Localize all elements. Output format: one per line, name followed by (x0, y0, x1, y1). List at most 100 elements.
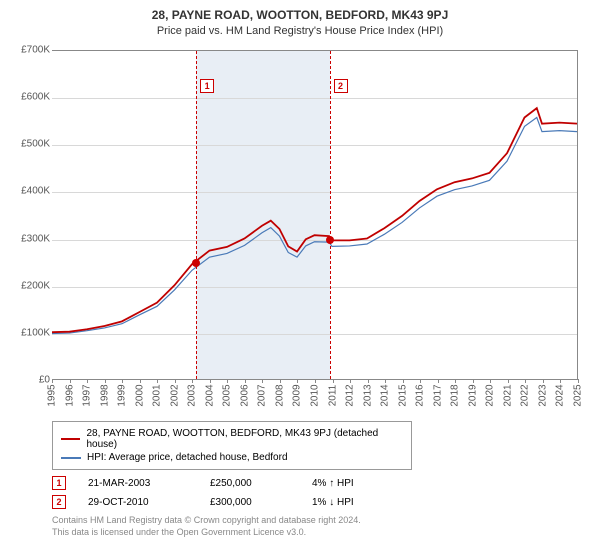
x-tick (280, 379, 281, 383)
event-delta: 1% ↓ HPI (312, 497, 354, 508)
event-row: 1 21-MAR-2003 £250,000 4% ↑ HPI (52, 476, 588, 490)
marker-dot (326, 236, 334, 244)
x-axis-label: 2009 (292, 384, 303, 406)
x-axis-label: 2020 (485, 384, 496, 406)
marker-line (330, 51, 331, 379)
y-axis-label: £200K (12, 280, 50, 291)
event-delta: 4% ↑ HPI (312, 478, 354, 489)
x-axis-label: 2018 (450, 384, 461, 406)
legend: 28, PAYNE ROAD, WOOTTON, BEDFORD, MK43 9… (52, 421, 412, 470)
x-tick (490, 379, 491, 383)
x-axis-label: 2011 (327, 385, 338, 407)
marker-label: 2 (334, 79, 348, 93)
marker-dot (192, 259, 200, 267)
x-axis-label: 2025 (573, 384, 584, 406)
x-tick (385, 379, 386, 383)
event-row: 2 29-OCT-2010 £300,000 1% ↓ HPI (52, 495, 588, 509)
x-axis-label: 2022 (520, 384, 531, 406)
x-tick (560, 379, 561, 383)
x-tick (420, 379, 421, 383)
event-price: £300,000 (210, 497, 290, 508)
x-tick (333, 379, 334, 383)
x-axis-label: 2001 (152, 384, 163, 406)
x-axis-label: 2021 (502, 384, 513, 406)
x-axis-label: 2003 (187, 384, 198, 406)
line-chart-svg (52, 51, 577, 379)
event-list: 1 21-MAR-2003 £250,000 4% ↑ HPI 2 29-OCT-2010… (52, 476, 588, 509)
event-date: 21-MAR-2003 (88, 478, 188, 489)
event-marker-box: 1 (52, 476, 66, 490)
x-tick (175, 379, 176, 383)
x-tick (140, 379, 141, 383)
x-tick (210, 379, 211, 383)
x-tick (350, 379, 351, 383)
x-tick (543, 379, 544, 383)
event-marker-box: 2 (52, 495, 66, 509)
x-axis-label: 2023 (537, 384, 548, 406)
series-blue (52, 117, 577, 333)
x-axis-label: 2014 (380, 384, 391, 406)
x-tick (105, 379, 106, 383)
y-axis-label: £400K (12, 186, 50, 197)
x-axis-label: 2008 (274, 384, 285, 406)
event-date: 29-OCT-2010 (88, 497, 188, 508)
x-axis-label: 1996 (64, 384, 75, 406)
x-axis-label: 2010 (310, 384, 321, 406)
legend-swatch (61, 438, 80, 440)
legend-label: HPI: Average price, detached house, Bedf… (87, 452, 288, 463)
x-tick (368, 379, 369, 383)
legend-item: HPI: Average price, detached house, Bedf… (61, 452, 403, 463)
x-axis-label: 2016 (415, 384, 426, 406)
y-axis-label: £100K (12, 327, 50, 338)
x-axis-label: 2005 (222, 384, 233, 406)
y-axis-label: £600K (12, 92, 50, 103)
x-axis-label: 2015 (397, 384, 408, 406)
x-tick (578, 379, 579, 383)
x-axis-label: 1998 (99, 384, 110, 406)
x-tick (403, 379, 404, 383)
y-axis-label: £0 (12, 375, 50, 386)
marker-line (196, 51, 197, 379)
x-axis-label: 2013 (362, 384, 373, 406)
x-tick (87, 379, 88, 383)
y-axis-label: £700K (12, 45, 50, 56)
event-price: £250,000 (210, 478, 290, 489)
x-tick (157, 379, 158, 383)
y-axis-label: £300K (12, 233, 50, 244)
chart-title: 28, PAYNE ROAD, WOOTTON, BEDFORD, MK43 9… (12, 8, 588, 22)
legend-item: 28, PAYNE ROAD, WOOTTON, BEDFORD, MK43 9… (61, 428, 403, 450)
x-axis-label: 2000 (134, 384, 145, 406)
x-tick (262, 379, 263, 383)
x-tick (473, 379, 474, 383)
x-tick (245, 379, 246, 383)
x-axis-label: 1999 (117, 384, 128, 406)
x-tick (70, 379, 71, 383)
chart-subtitle: Price paid vs. HM Land Registry's House … (12, 25, 588, 37)
x-tick (297, 379, 298, 383)
plot-region: 12 (52, 50, 578, 380)
chart-container: 28, PAYNE ROAD, WOOTTON, BEDFORD, MK43 9… (0, 0, 600, 550)
x-tick (227, 379, 228, 383)
legend-label: 28, PAYNE ROAD, WOOTTON, BEDFORD, MK43 9… (86, 428, 403, 450)
x-tick (508, 379, 509, 383)
x-axis-label: 1995 (47, 384, 58, 406)
marker-label: 1 (200, 79, 214, 93)
x-axis-label: 2019 (467, 384, 478, 406)
x-axis-label: 2006 (239, 384, 250, 406)
x-tick (52, 379, 53, 383)
x-tick (525, 379, 526, 383)
x-tick (455, 379, 456, 383)
x-axis-label: 2024 (555, 384, 566, 406)
x-tick (122, 379, 123, 383)
x-axis-label: 1997 (82, 384, 93, 406)
footer-line2: This data is licensed under the Open Gov… (52, 527, 588, 539)
x-axis-label: 2002 (169, 384, 180, 406)
x-tick (315, 379, 316, 383)
footer-line1: Contains HM Land Registry data © Crown c… (52, 515, 588, 527)
chart-area: £0£100K£200K£300K£400K£500K£600K£700K 12… (12, 45, 588, 415)
x-axis-label: 2012 (345, 384, 356, 406)
y-axis-label: £500K (12, 139, 50, 150)
x-axis-label: 2004 (204, 384, 215, 406)
x-tick (438, 379, 439, 383)
legend-swatch (61, 457, 81, 459)
